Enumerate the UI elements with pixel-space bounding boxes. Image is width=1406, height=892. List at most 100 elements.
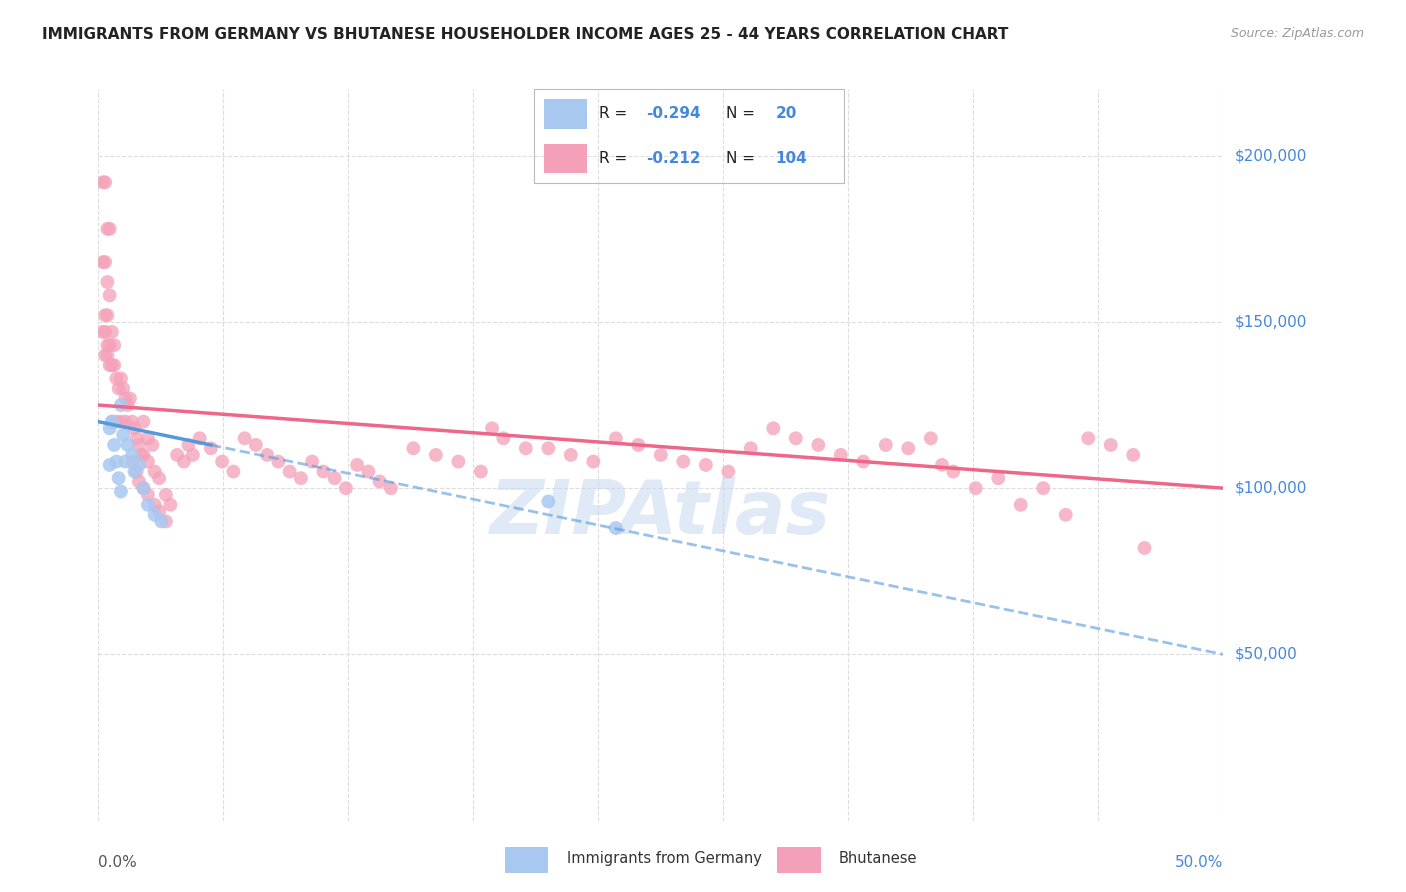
Point — [560, 448, 582, 462]
Point — [672, 454, 695, 468]
Point — [177, 438, 200, 452]
Point — [128, 438, 150, 452]
Point — [357, 465, 380, 479]
Point — [101, 325, 124, 339]
Point — [121, 415, 143, 429]
Point — [98, 288, 121, 302]
Point — [1077, 431, 1099, 445]
Point — [110, 398, 132, 412]
Point — [717, 465, 740, 479]
Point — [143, 465, 166, 479]
Point — [136, 454, 159, 468]
Point — [101, 415, 124, 429]
Point — [110, 371, 132, 385]
Point — [96, 222, 118, 236]
Point — [830, 448, 852, 462]
Point — [128, 458, 150, 472]
Point — [101, 415, 124, 429]
Point — [301, 454, 323, 468]
Point — [112, 381, 135, 395]
Bar — [505, 847, 548, 872]
Point — [98, 222, 121, 236]
Point — [136, 431, 159, 445]
Point — [105, 415, 128, 429]
Point — [103, 338, 125, 352]
Point — [148, 504, 170, 518]
Point — [118, 392, 141, 406]
Point — [159, 498, 181, 512]
Point — [1099, 438, 1122, 452]
Point — [650, 448, 672, 462]
Point — [245, 438, 267, 452]
Text: $100,000: $100,000 — [1234, 481, 1306, 496]
Text: N =: N = — [725, 151, 759, 166]
Point — [740, 442, 762, 456]
Text: 0.0%: 0.0% — [98, 855, 138, 871]
Point — [402, 442, 425, 456]
Point — [537, 494, 560, 508]
Point — [125, 465, 148, 479]
Point — [94, 325, 117, 339]
Point — [267, 454, 290, 468]
Point — [128, 475, 150, 489]
Point — [96, 308, 118, 322]
Point — [107, 471, 129, 485]
Point — [188, 431, 211, 445]
Point — [965, 481, 987, 495]
Text: -0.212: -0.212 — [645, 151, 700, 166]
Text: Source: ZipAtlas.com: Source: ZipAtlas.com — [1230, 27, 1364, 40]
Point — [173, 454, 195, 468]
Point — [94, 255, 117, 269]
Point — [124, 421, 146, 435]
Point — [114, 454, 136, 468]
Point — [110, 415, 132, 429]
Point — [222, 465, 245, 479]
Point — [155, 488, 177, 502]
Point — [1133, 541, 1156, 555]
Point — [290, 471, 312, 485]
Point — [1010, 498, 1032, 512]
Point — [132, 448, 155, 462]
Point — [785, 431, 807, 445]
Point — [107, 381, 129, 395]
Point — [124, 465, 146, 479]
Point — [105, 454, 128, 468]
Point — [94, 348, 117, 362]
Point — [91, 175, 114, 189]
Point — [148, 471, 170, 485]
Text: R =: R = — [599, 151, 633, 166]
Point — [987, 471, 1010, 485]
Point — [114, 392, 136, 406]
Point — [605, 521, 627, 535]
Text: Immigrants from Germany: Immigrants from Germany — [567, 851, 762, 866]
Point — [96, 338, 118, 352]
Point — [695, 458, 717, 472]
Point — [96, 348, 118, 362]
Point — [335, 481, 357, 495]
Point — [515, 442, 537, 456]
Text: 50.0%: 50.0% — [1175, 855, 1223, 871]
Point — [98, 421, 121, 435]
Point — [852, 454, 875, 468]
Point — [875, 438, 897, 452]
Point — [129, 448, 152, 462]
Text: $150,000: $150,000 — [1234, 315, 1306, 329]
Point — [125, 431, 148, 445]
Text: 20: 20 — [776, 106, 797, 121]
Point — [312, 465, 335, 479]
Point — [942, 465, 965, 479]
Point — [537, 442, 560, 456]
Bar — [544, 98, 586, 128]
Point — [117, 438, 139, 452]
Point — [132, 415, 155, 429]
Point — [897, 442, 920, 456]
Text: ZIPAtlas: ZIPAtlas — [491, 477, 831, 550]
Point — [368, 475, 391, 489]
Point — [121, 448, 143, 462]
Point — [256, 448, 278, 462]
Bar — [544, 144, 586, 173]
Point — [136, 488, 159, 502]
Point — [121, 454, 143, 468]
Text: $200,000: $200,000 — [1234, 148, 1306, 163]
Point — [98, 458, 121, 472]
